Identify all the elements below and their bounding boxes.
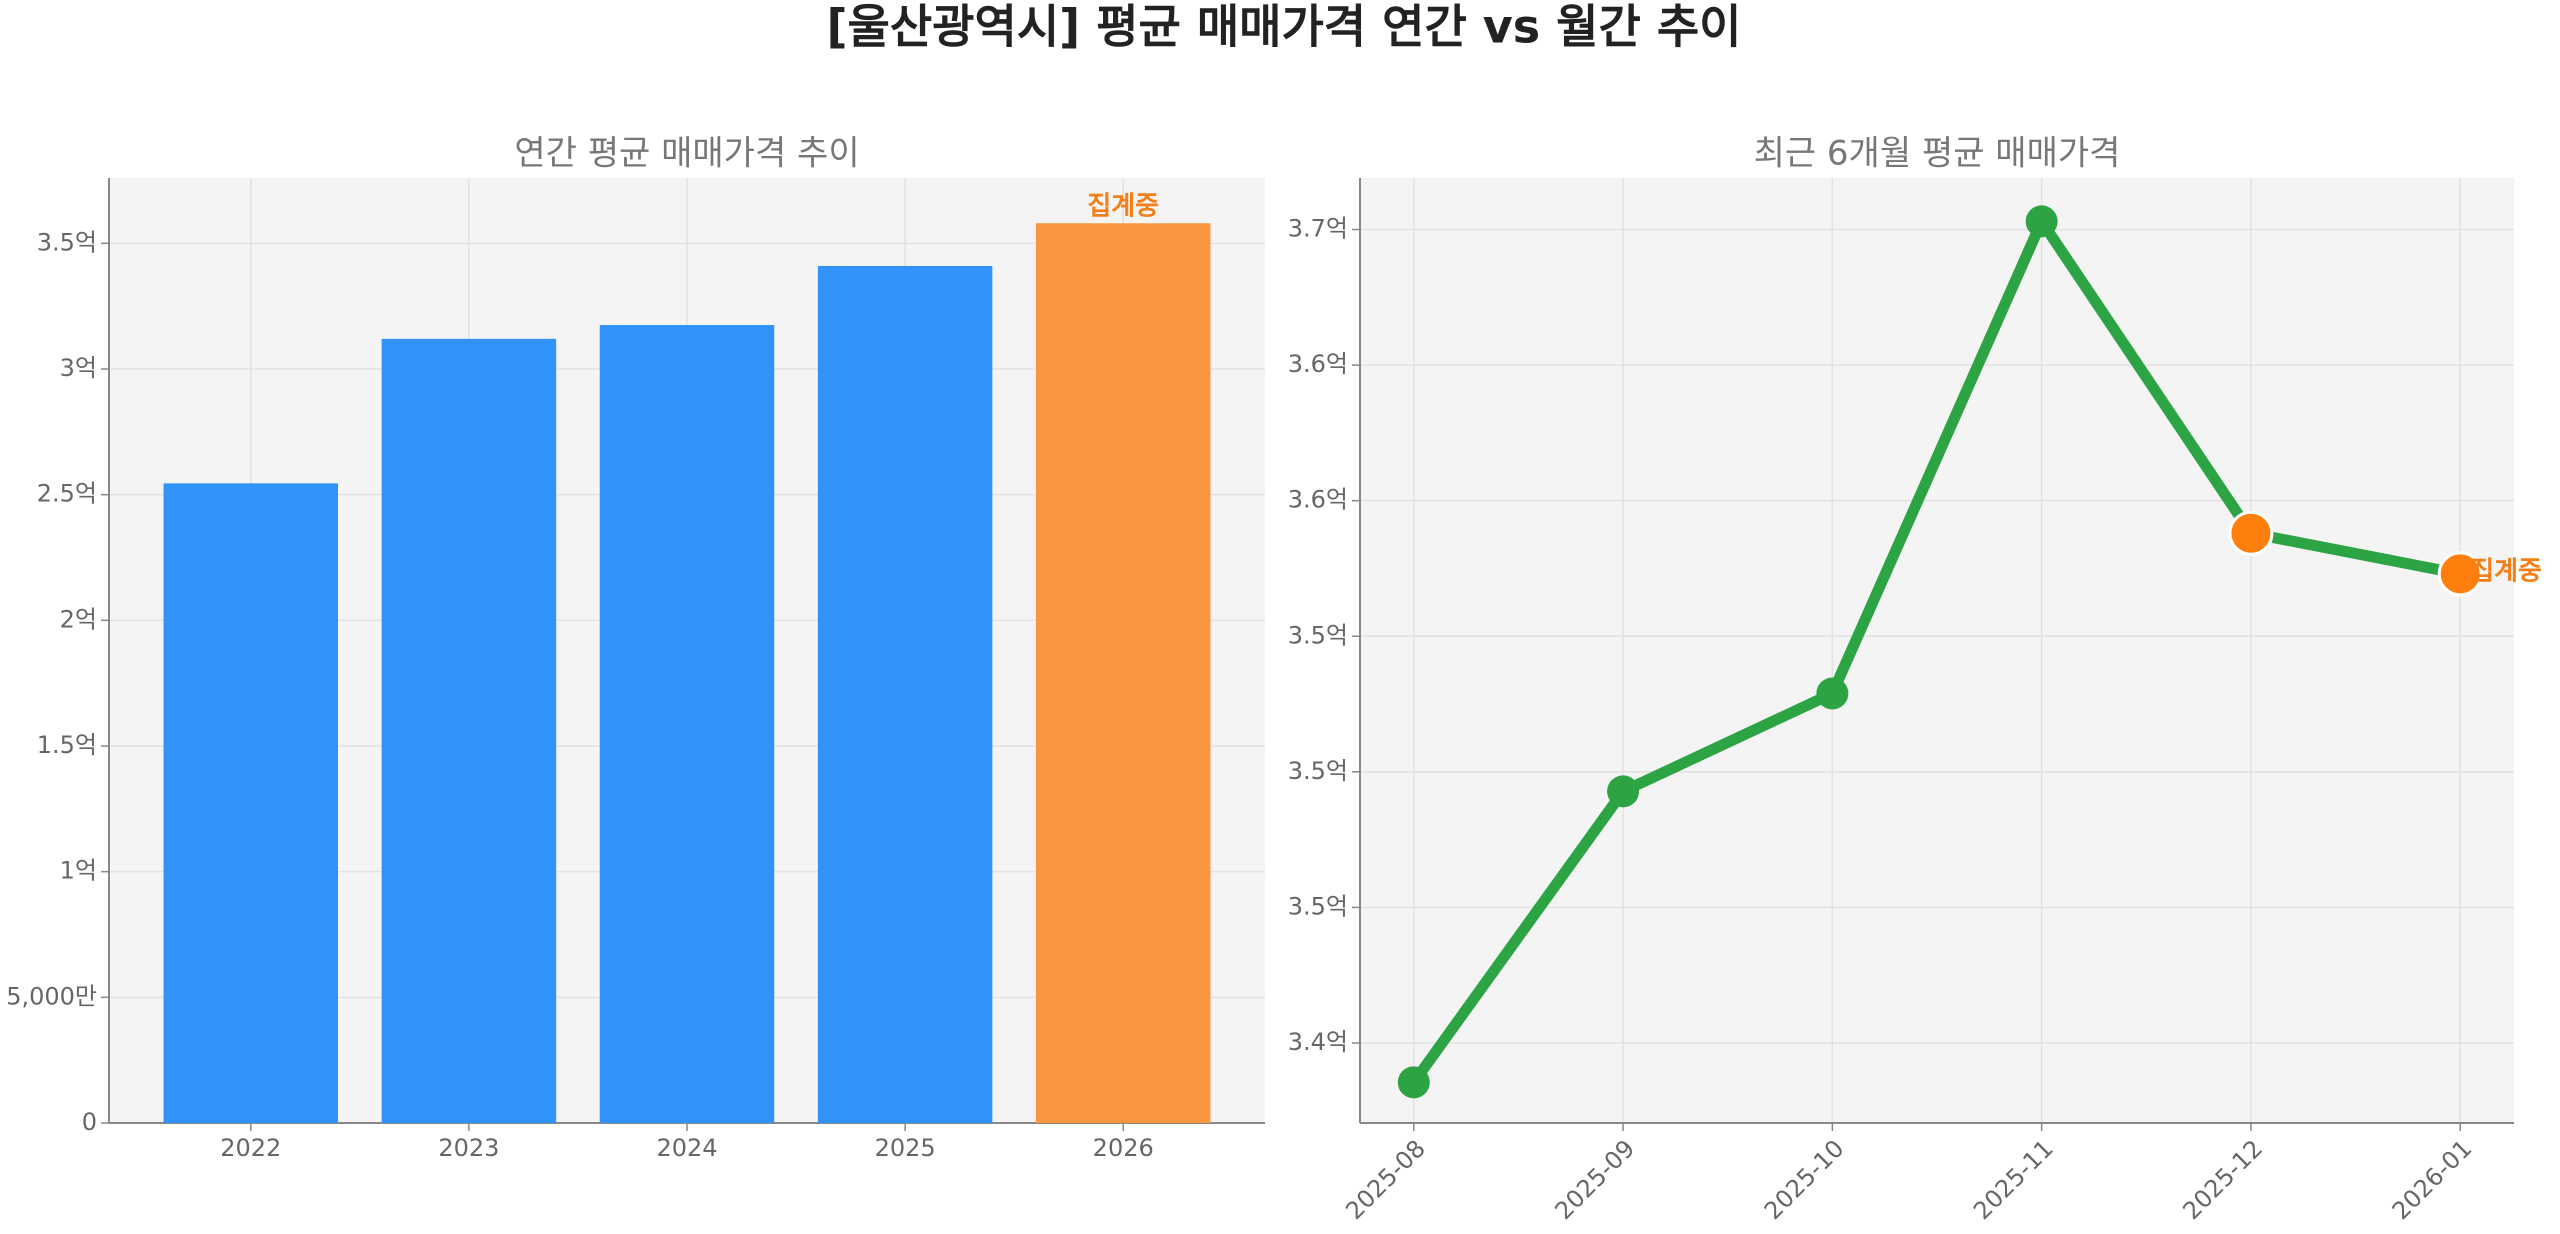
y-tick-label: 3억 (60, 354, 97, 382)
y-tick-label: 3.6억 (1288, 486, 1348, 514)
y-tick-label: 3.5억 (1288, 757, 1348, 785)
y-tick-label: 2.5억 (37, 480, 97, 508)
bar (599, 325, 775, 1123)
x-tick-label: 2025-09 (1550, 1134, 1641, 1225)
y-tick-label: 3.4억 (1288, 1028, 1348, 1056)
y-tick-label: 1억 (60, 857, 97, 885)
annotation: 집계중 (2470, 556, 2542, 586)
point (1816, 677, 1849, 710)
y-tick-label: 0 (82, 1108, 97, 1136)
line (1409, 215, 2462, 1086)
point (1397, 1066, 1430, 1099)
y-tick-label: 3.7억 (1288, 215, 1348, 243)
bar (817, 265, 993, 1123)
x-tick-label: 2025-12 (2177, 1134, 2268, 1225)
bar (1035, 223, 1211, 1123)
point (2228, 510, 2274, 556)
y-tick-label: 3.6억 (1288, 350, 1348, 378)
bar (381, 338, 557, 1123)
figure-title: [울산광역시] 평균 매매가격 연간 vs 월간 추이 (827, 0, 1742, 54)
y-tick-label: 5,000만 (6, 982, 97, 1010)
y-tick-label: 1.5억 (37, 731, 97, 759)
x-tick-label: 2023 (438, 1134, 499, 1162)
subplot-title: 최근 6개월 평균 매매가격 (1754, 134, 2121, 174)
point (2025, 205, 2058, 238)
bar (163, 483, 339, 1123)
y-tick-label: 2억 (60, 605, 97, 633)
x-tick-label: 2022 (220, 1134, 281, 1162)
x-tick-label: 2026 (1093, 1134, 1154, 1162)
point (1607, 775, 1640, 808)
x-tick-label: 2025-11 (1968, 1134, 2059, 1225)
y-tick-label: 3.5억 (1288, 892, 1348, 920)
y-tick-label: 3.5억 (37, 228, 97, 256)
x-tick-label: 2025-08 (1340, 1134, 1431, 1225)
x-tick-label: 2024 (656, 1134, 717, 1162)
point (2437, 551, 2483, 597)
subplot-title: 연간 평균 매매가격 추이 (514, 134, 859, 174)
plot-area (1360, 178, 2514, 1123)
x-tick-label: 2025-10 (1759, 1134, 1850, 1225)
x-tick-label: 2026-01 (2387, 1134, 2478, 1225)
x-tick-label: 2025 (875, 1134, 936, 1162)
y-tick-label: 3.5억 (1288, 621, 1348, 649)
annotation: 집계중 (1087, 192, 1159, 222)
